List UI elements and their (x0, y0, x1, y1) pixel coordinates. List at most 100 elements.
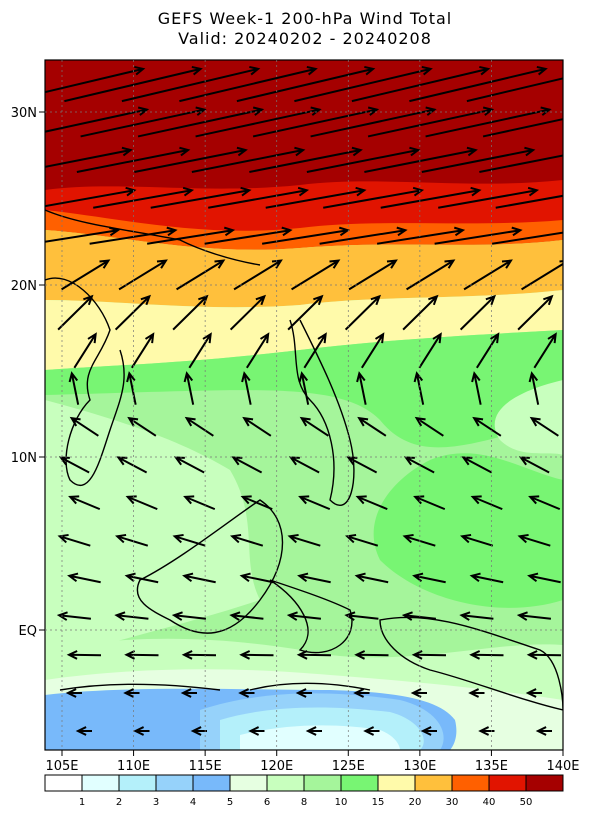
wind-arrow (242, 416, 272, 437)
wind-arrow (93, 186, 195, 209)
subtitle: Valid: 20240202 - 20240208 (178, 29, 432, 48)
colorbar-box (414, 774, 453, 792)
wind-arrow (479, 154, 563, 173)
wind-arrow (533, 332, 557, 369)
wind-arrow (64, 65, 203, 103)
coastline (289, 319, 355, 506)
colorbar-label: 1 (79, 797, 85, 808)
wind-arrow (73, 332, 97, 369)
wind-arrow (297, 572, 331, 584)
wind-arrow (208, 186, 310, 209)
wind-arrow (179, 65, 318, 103)
wind-arrow (229, 294, 267, 331)
colorbar-box (451, 774, 490, 792)
colorbar-label: 30 (446, 797, 459, 808)
wind-arrow (345, 533, 379, 547)
lon-label: 110E (117, 759, 150, 774)
colorbar-label: 20 (409, 797, 422, 808)
wind-arrow (172, 294, 209, 331)
wind-arrow (438, 186, 540, 209)
wind-arrow (299, 416, 329, 437)
wind-arrow (410, 688, 427, 698)
wind-arrow (69, 416, 99, 437)
wind-arrow (294, 65, 433, 103)
wind-arrow (57, 294, 94, 331)
wind-arrow (68, 495, 101, 511)
wind-arrow (323, 186, 425, 209)
wind-arrow (172, 533, 206, 547)
wind-arrow (463, 259, 513, 291)
wind-vectors (45, 65, 563, 736)
colorbar-box (303, 774, 342, 792)
wind-arrow (248, 726, 265, 736)
wind-arrow (133, 726, 150, 736)
wind-arrow (526, 650, 562, 660)
wind-arrow (291, 259, 341, 291)
wind-arrow (469, 572, 504, 584)
lon-label: 120E (260, 759, 293, 774)
colorbar-label: 15 (372, 797, 385, 808)
wind-arrow (517, 533, 551, 547)
wind-arrow (406, 259, 456, 291)
wind-arrow (45, 65, 146, 94)
wind-arrow (56, 611, 92, 621)
wind-arrow (344, 294, 382, 331)
coastline (45, 277, 125, 487)
wind-arrow (434, 226, 523, 245)
lat-label: 20N (11, 279, 37, 294)
colorbar-box (118, 774, 157, 792)
colorbar-label: 50 (520, 797, 533, 808)
colorbar-label: 6 (264, 797, 270, 808)
wind-arrow (229, 611, 264, 621)
wind-arrow (180, 688, 197, 698)
shade-8b (494, 380, 563, 455)
shade-15 (45, 290, 563, 370)
wind-arrow (252, 106, 380, 138)
colorbar-box (155, 774, 194, 792)
colorbar-label: 4 (190, 797, 196, 808)
wind-arrow (114, 294, 152, 331)
wind-arrow (118, 259, 168, 291)
wind-arrow (470, 495, 503, 511)
lat-label: EQ (19, 624, 37, 639)
wind-arrow (296, 650, 332, 660)
wind-arrow (176, 259, 226, 291)
wind-arrow (495, 194, 563, 209)
wind-arrow (305, 726, 322, 736)
wind-arrow (115, 533, 149, 547)
wind-arrow (75, 726, 92, 736)
wind-arrow (265, 186, 367, 209)
wind-arrow (61, 259, 111, 291)
wind-arrow (413, 495, 446, 511)
wind-arrow (76, 146, 191, 173)
wind-arrow (287, 294, 324, 331)
wind-arrow (421, 146, 536, 173)
wind-arrow (461, 456, 493, 474)
wind-arrow (249, 146, 363, 173)
wind-arrow (57, 533, 91, 547)
coastline (269, 579, 353, 654)
title: GEFS Week-1 200-hPa Wind Total (158, 9, 452, 28)
colorbar-box (340, 774, 379, 792)
coastline (59, 683, 221, 691)
wind-arrow (525, 688, 542, 698)
wind-arrow (420, 726, 437, 736)
colorbar-box (525, 774, 564, 792)
wind-arrow (355, 495, 388, 511)
wind-arrow (472, 416, 502, 437)
wind-arrow (204, 226, 293, 245)
wind-arrow (45, 186, 137, 208)
wind-arrow (240, 495, 273, 511)
wind-arrow (123, 688, 140, 698)
wind-arrow (469, 650, 504, 660)
wind-arrow (183, 371, 195, 405)
colorbar-label: 40 (483, 797, 496, 808)
wind-arrow (528, 371, 540, 405)
wind-arrow (418, 332, 442, 369)
wind-arrow (411, 650, 447, 660)
wind-arrow (45, 146, 133, 168)
wind-arrow (195, 106, 322, 138)
lon-label: 140E (546, 759, 579, 774)
wind-arrow (518, 456, 550, 474)
